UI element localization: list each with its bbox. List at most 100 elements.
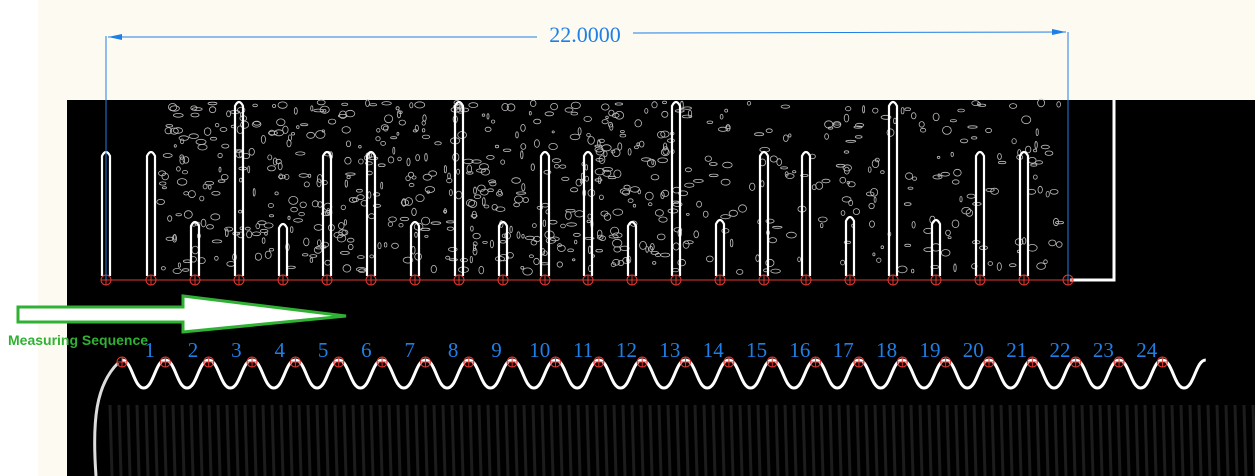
- noise-speck: [341, 102, 349, 106]
- noise-speck: [411, 175, 417, 180]
- noise-speck: [338, 222, 345, 230]
- crest-markers: [116, 356, 1168, 368]
- noise-speck: [569, 187, 579, 193]
- noise-speck: [1008, 263, 1017, 268]
- noise-speck: [561, 176, 570, 181]
- noise-speck: [1034, 160, 1044, 165]
- noise-speck: [377, 163, 386, 168]
- noise-speck: [380, 181, 384, 190]
- body-texture-line: [945, 404, 951, 476]
- noise-speck: [383, 125, 389, 132]
- noise-speck: [501, 103, 509, 112]
- noise-speck: [267, 130, 278, 136]
- noise-speck: [401, 198, 407, 207]
- noise-speck: [183, 210, 193, 219]
- body-texture-line: [360, 404, 366, 476]
- noise-speck: [614, 102, 624, 106]
- noise-speck: [347, 237, 355, 243]
- noise-speck: [169, 105, 180, 112]
- body-stripes: [108, 404, 1255, 476]
- noise-speck: [376, 128, 381, 133]
- noise-speck: [862, 105, 865, 114]
- noise-speck: [339, 250, 350, 255]
- noise-speck: [218, 166, 222, 173]
- noise-speck: [684, 167, 692, 173]
- noise-speck: [238, 209, 243, 214]
- noise-speck: [678, 190, 689, 197]
- body-texture-line: [531, 404, 537, 476]
- noise-speck: [481, 197, 486, 207]
- noise-speck: [598, 155, 606, 165]
- noise-speck: [357, 255, 365, 259]
- dimension-arrow-right-icon: [1052, 29, 1066, 35]
- body-texture-line: [675, 404, 681, 476]
- noise-speck: [940, 171, 950, 177]
- noise-speck: [965, 209, 974, 217]
- blade-tooth: [800, 150, 812, 276]
- noise-speck: [443, 165, 447, 174]
- noise-speck: [681, 114, 693, 119]
- noise-speck: [513, 202, 520, 208]
- body-texture-line: [549, 404, 555, 476]
- noise-speck: [479, 188, 489, 196]
- noise-speck: [470, 214, 478, 218]
- noise-speck: [601, 119, 609, 125]
- noise-speck: [160, 266, 166, 271]
- noise-speck: [1044, 150, 1054, 156]
- noise-speck: [1021, 237, 1027, 245]
- noise-speck: [658, 216, 668, 223]
- noise-speck: [765, 218, 775, 224]
- noise-speck: [415, 154, 420, 162]
- noise-speck: [495, 191, 503, 197]
- noise-speck: [477, 184, 486, 192]
- reference-blade: [100, 100, 1116, 282]
- body-texture-line: [297, 404, 303, 476]
- blade-tooth: [409, 220, 421, 276]
- body-texture-line: [1017, 404, 1023, 476]
- noise-speck: [277, 101, 288, 109]
- noise-speck: [293, 107, 298, 115]
- noise-speck: [603, 150, 608, 157]
- noise-speck: [608, 109, 615, 117]
- noise-speck: [623, 184, 631, 190]
- noise-speck: [478, 265, 485, 275]
- noise-speck: [770, 268, 781, 274]
- body-texture-line: [891, 404, 897, 476]
- body-texture-line: [126, 404, 132, 476]
- noise-speck: [483, 204, 490, 209]
- noise-speck: [950, 151, 954, 157]
- noise-speck: [780, 166, 788, 170]
- crest-number-label: 3: [231, 338, 242, 362]
- noise-speck: [736, 268, 744, 275]
- noise-speck: [309, 257, 314, 263]
- noise-speck: [388, 216, 397, 223]
- noise-speck: [639, 240, 647, 250]
- noise-speck: [276, 118, 286, 127]
- noise-speck: [543, 169, 552, 175]
- body-texture-line: [504, 404, 510, 476]
- noise-speck: [421, 128, 426, 133]
- noise-speck: [575, 178, 583, 187]
- noise-speck: [167, 215, 173, 222]
- noise-speck: [351, 197, 359, 203]
- noise-speck: [598, 138, 605, 143]
- noise-speck: [400, 199, 409, 207]
- noise-speck: [247, 165, 251, 174]
- noise-speck: [447, 246, 458, 252]
- noise-speck: [322, 109, 327, 113]
- noise-speck: [932, 112, 940, 122]
- noise-speck: [358, 144, 362, 149]
- body-texture-line: [1206, 404, 1212, 476]
- blade-tooth: [277, 222, 289, 276]
- noise-speck: [617, 142, 623, 151]
- noise-speck: [880, 170, 885, 174]
- noise-speck: [656, 233, 666, 241]
- noise-speck: [990, 187, 999, 195]
- noise-speck: [900, 107, 905, 115]
- noise-speck: [290, 206, 298, 213]
- noise-speck: [478, 163, 489, 171]
- noise-speck: [602, 166, 613, 172]
- body-texture-line: [819, 404, 825, 476]
- noise-speck: [627, 198, 634, 203]
- body-texture-line: [324, 404, 330, 476]
